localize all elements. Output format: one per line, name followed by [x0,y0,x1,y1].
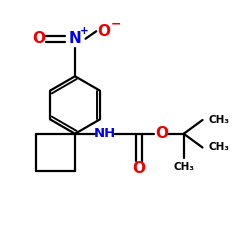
Text: O: O [155,126,168,141]
Text: CH₃: CH₃ [209,115,230,125]
Text: −: − [110,17,121,30]
Text: CH₃: CH₃ [209,142,230,152]
Text: CH₃: CH₃ [173,162,194,172]
Text: +: + [80,26,89,36]
Text: O: O [97,24,110,39]
Text: N: N [68,31,82,46]
Text: O: O [32,31,45,46]
Text: O: O [132,161,145,176]
Text: NH: NH [94,127,116,140]
